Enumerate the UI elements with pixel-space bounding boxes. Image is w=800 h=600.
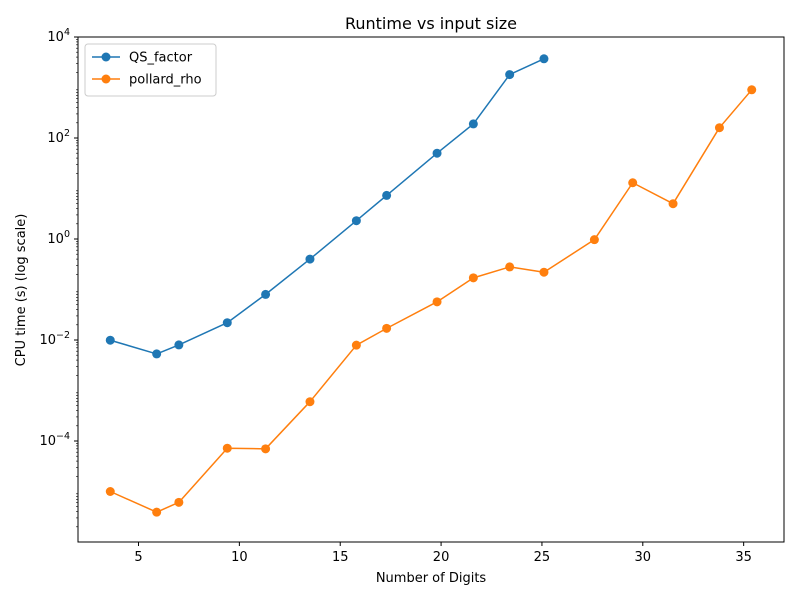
data-point-QS_factor xyxy=(305,254,315,264)
plot-area xyxy=(105,54,757,517)
x-tick-label: 30 xyxy=(635,550,652,565)
data-point-pollard_rho xyxy=(668,199,678,209)
legend-label: pollard_rho xyxy=(129,73,202,88)
chart-title: Runtime vs input size xyxy=(345,14,517,33)
data-point-QS_factor xyxy=(432,148,442,158)
data-point-pollard_rho xyxy=(505,262,515,272)
legend-label: QS_factor xyxy=(129,51,193,66)
data-point-pollard_rho xyxy=(468,273,478,283)
x-tick-label: 35 xyxy=(735,550,752,565)
axes: 5 10 15 20 25 30 35 10−4 10−2 100 102 104 xyxy=(39,27,785,565)
legend-marker xyxy=(101,52,111,62)
y-axis-label: CPU time (s) (log scale) xyxy=(14,214,29,367)
data-point-pollard_rho xyxy=(222,443,232,453)
x-tick-label: 15 xyxy=(332,550,349,565)
data-point-QS_factor xyxy=(261,289,271,299)
data-point-pollard_rho xyxy=(261,444,271,454)
data-point-pollard_rho xyxy=(382,323,392,333)
data-point-pollard_rho xyxy=(714,123,724,133)
axes-frame xyxy=(77,36,785,543)
data-point-pollard_rho xyxy=(105,487,115,496)
series-pollard_rho xyxy=(105,85,757,517)
series-QS_factor xyxy=(105,54,549,359)
data-point-pollard_rho xyxy=(747,85,757,95)
y-tick-label: 10−4 xyxy=(39,431,70,449)
y-tick-label: 10−2 xyxy=(39,330,70,348)
x-axis-label: Number of Digits xyxy=(376,571,487,586)
data-point-QS_factor xyxy=(174,340,184,350)
data-point-QS_factor xyxy=(152,349,162,359)
data-point-QS_factor xyxy=(468,119,478,129)
data-point-QS_factor xyxy=(539,54,549,64)
data-point-QS_factor xyxy=(505,70,515,80)
data-point-pollard_rho xyxy=(174,497,184,507)
data-point-pollard_rho xyxy=(589,235,599,245)
data-point-QS_factor xyxy=(382,190,392,200)
x-tick-label: 25 xyxy=(534,550,551,565)
data-point-QS_factor xyxy=(351,216,361,226)
legend-marker xyxy=(101,74,111,84)
data-point-QS_factor xyxy=(222,318,232,328)
legend-entry-QS_factor: QS_factor xyxy=(92,51,193,66)
legend-entry-pollard_rho: pollard_rho xyxy=(92,73,202,88)
y-tick-label: 104 xyxy=(47,27,70,45)
data-point-pollard_rho xyxy=(539,267,549,277)
x-tick-label: 20 xyxy=(433,550,450,565)
x-tick-label: 10 xyxy=(231,550,248,565)
data-point-pollard_rho xyxy=(628,178,638,188)
y-tick-label: 102 xyxy=(47,128,70,146)
x-tick-label: 5 xyxy=(134,550,142,565)
legend: QS_factor pollard_rho xyxy=(84,43,217,97)
y-tick-label: 100 xyxy=(47,229,70,247)
data-point-pollard_rho xyxy=(432,297,442,307)
data-point-pollard_rho xyxy=(351,340,361,350)
data-point-pollard_rho xyxy=(152,507,162,517)
data-point-pollard_rho xyxy=(305,397,315,407)
data-point-QS_factor xyxy=(105,335,115,345)
